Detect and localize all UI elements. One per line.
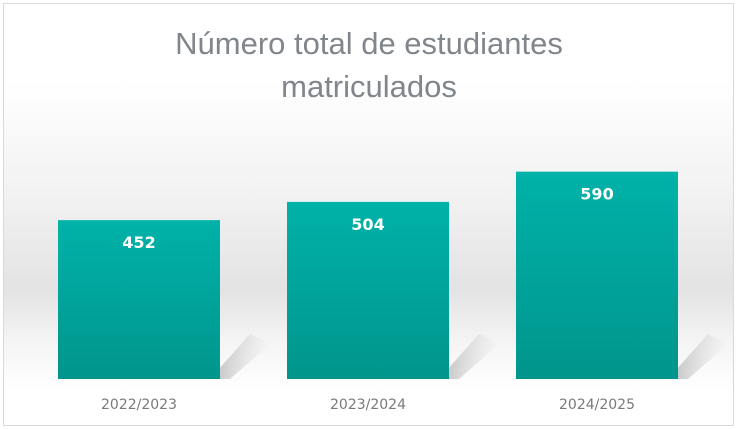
x-tick-label: 2023/2024 (330, 397, 406, 413)
bar-2024/2025 (516, 171, 678, 379)
bar-2022/2023 (58, 220, 220, 379)
x-tick-label: 2022/2023 (101, 397, 177, 413)
chart-title-line-1: Número total de estudiantes (175, 26, 563, 61)
x-tick-label: 2024/2025 (559, 397, 635, 413)
data-label: 504 (351, 215, 384, 234)
data-label: 452 (122, 233, 155, 252)
bar-shadow (439, 334, 499, 379)
bar-2023/2024 (287, 201, 449, 379)
bar-shadow (668, 334, 728, 379)
chart-title-line-2: matriculados (281, 69, 457, 104)
bar-shadow (210, 334, 270, 379)
data-label: 590 (580, 185, 613, 204)
